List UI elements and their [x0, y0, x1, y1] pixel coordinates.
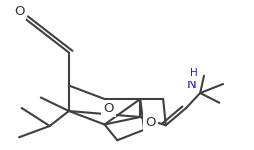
Text: O: O [103, 102, 113, 115]
Text: O: O [145, 116, 155, 129]
Text: N: N [186, 78, 196, 91]
Text: H: H [189, 69, 197, 78]
Text: O: O [14, 5, 24, 18]
